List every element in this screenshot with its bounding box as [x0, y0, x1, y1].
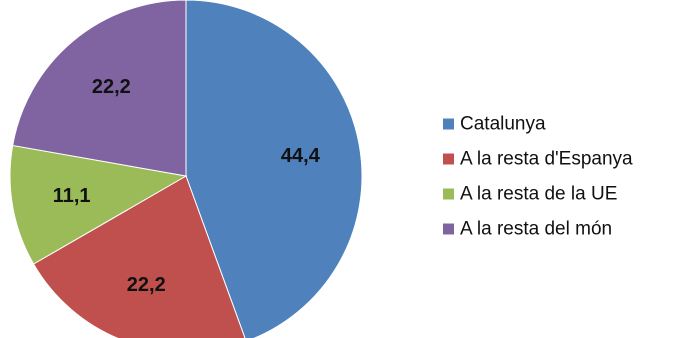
- pie-slice-1: [185, 0, 363, 338]
- legend-label-1: Catalunya: [460, 114, 546, 135]
- legend-swatch-3: [443, 188, 454, 200]
- legend: Catalunya A la resta d'Espanya A la resta …: [443, 114, 633, 240]
- pie-slices: [9, 0, 363, 338]
- data-label-1: 44,4: [281, 145, 321, 167]
- legend-label-2: A la resta d'Espanya: [460, 149, 633, 170]
- pie-slice-2: [32, 175, 246, 338]
- data-label-2: 22,2: [127, 274, 166, 296]
- data-label-3: 11,1: [53, 185, 91, 207]
- pie-slice-4: [12, 0, 187, 177]
- legend-label-3: A la resta de la UE: [460, 184, 617, 205]
- legend-swatch-1: [443, 118, 454, 130]
- data-label-4: 22,2: [92, 76, 131, 98]
- data-labels: 44,4 22,2 11,1 22,2: [53, 76, 321, 296]
- legend-label-4: A la resta del món: [460, 219, 612, 240]
- pie-slice-3: [9, 144, 188, 265]
- legend-swatch-4: [443, 223, 454, 235]
- legend-swatch-2: [443, 153, 454, 165]
